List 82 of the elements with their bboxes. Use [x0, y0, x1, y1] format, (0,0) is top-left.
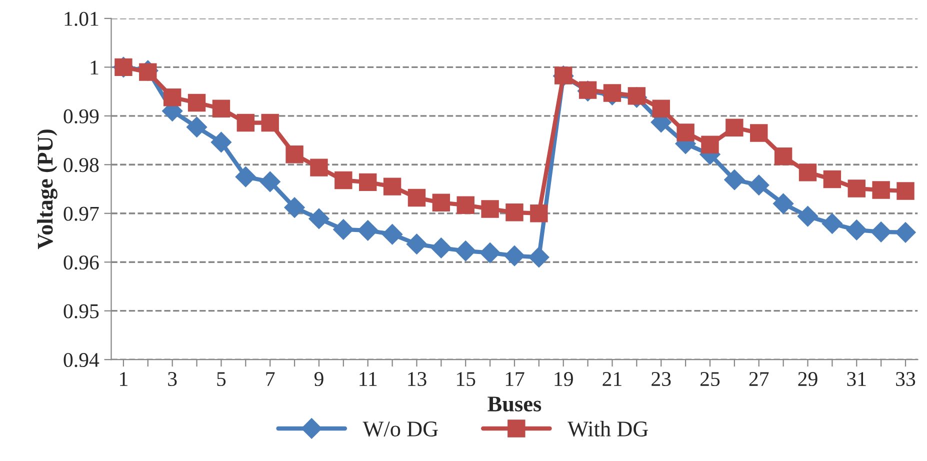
- point: [676, 124, 694, 142]
- point: [603, 84, 622, 102]
- point: [504, 245, 525, 266]
- x-tick-label: 31: [847, 372, 866, 386]
- point: [896, 182, 914, 200]
- point: [210, 132, 232, 153]
- y-tick-label: 1: [90, 60, 98, 74]
- point: [872, 181, 890, 199]
- x-tick-label: 7: [266, 372, 275, 386]
- point: [163, 88, 182, 106]
- point: [333, 219, 354, 240]
- y-tick-label: 1.01: [64, 12, 98, 26]
- x-tick-label: 9: [314, 372, 324, 386]
- point: [848, 180, 866, 198]
- point: [798, 164, 817, 182]
- point: [846, 220, 867, 240]
- point: [772, 193, 794, 214]
- point: [430, 238, 452, 258]
- y-tick-label: 0.98: [64, 158, 99, 172]
- point: [432, 194, 450, 212]
- x-tick-label: 27: [749, 372, 769, 386]
- x-tick-label: 15: [457, 372, 476, 386]
- point: [286, 146, 304, 164]
- point: [236, 114, 255, 132]
- point: [408, 188, 426, 207]
- point: [748, 174, 770, 196]
- point: [578, 81, 597, 99]
- point: [261, 114, 279, 132]
- point: [895, 222, 916, 243]
- legend-label: With DG: [568, 420, 648, 437]
- point: [358, 220, 378, 241]
- x-tick-label: 29: [798, 372, 818, 386]
- point: [260, 171, 280, 192]
- point: [212, 100, 230, 118]
- point: [750, 124, 768, 142]
- point: [455, 240, 476, 262]
- point: [456, 196, 474, 214]
- point: [774, 148, 792, 166]
- x-tick-label: 33: [896, 372, 916, 386]
- x-tick-label: 11: [360, 372, 377, 386]
- point: [870, 222, 892, 242]
- point: [480, 242, 500, 264]
- point: [358, 173, 377, 192]
- point: [284, 197, 305, 218]
- x-tick-label: 21: [602, 372, 622, 386]
- point: [701, 136, 719, 154]
- point: [797, 206, 818, 227]
- point: [334, 171, 352, 190]
- y-axis-title: Voltage (PU): [37, 130, 58, 250]
- point: [383, 178, 402, 196]
- x-tick-label: 1: [120, 372, 128, 386]
- point: [726, 118, 744, 136]
- point: [308, 208, 330, 230]
- point: [406, 234, 428, 254]
- point: [188, 94, 206, 112]
- point: [481, 200, 499, 218]
- point: [823, 170, 842, 188]
- point: [530, 204, 548, 222]
- point: [652, 100, 670, 118]
- x-tick-label: 3: [168, 372, 177, 386]
- point: [235, 166, 256, 188]
- point: [310, 158, 328, 176]
- x-tick-label: 13: [408, 372, 426, 386]
- point: [822, 213, 843, 234]
- point: [382, 224, 403, 245]
- legend-label: W/o DG: [362, 422, 438, 437]
- x-tick-label: 23: [652, 372, 671, 386]
- point: [528, 246, 550, 268]
- y-tick-label: 0.99: [64, 109, 99, 124]
- y-tick-label: 0.96: [64, 255, 99, 270]
- y-tick-label: 0.94: [64, 352, 100, 368]
- point: [628, 87, 646, 105]
- x-tick-label: 17: [506, 372, 524, 386]
- x-tick-label: 5: [217, 372, 226, 386]
- point: [506, 204, 524, 222]
- x-tick-label: 19: [554, 372, 573, 386]
- point: [186, 116, 208, 138]
- x-tick-label: 25: [700, 372, 720, 386]
- y-tick-label: 0.97: [64, 206, 99, 221]
- y-tick-label: 0.95: [64, 304, 99, 318]
- point: [724, 169, 745, 190]
- x-axis-title: Buses: [488, 396, 542, 412]
